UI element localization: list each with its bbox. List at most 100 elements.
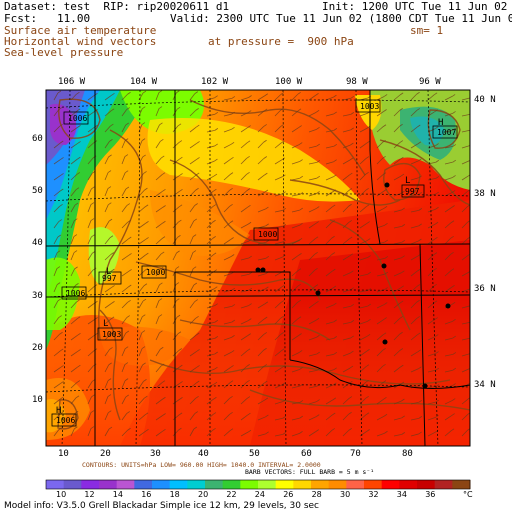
wind-barb-flag xyxy=(142,106,146,110)
wind-barb xyxy=(342,382,350,389)
colorbar-label: 30 xyxy=(340,490,350,499)
wind-barb-flag xyxy=(450,220,455,224)
wind-barb-flag xyxy=(178,412,183,416)
wind-barb-flag xyxy=(452,335,456,339)
wind-barb-flag xyxy=(214,351,218,355)
wind-barb-flag xyxy=(416,299,420,303)
wind-barb-flag xyxy=(91,394,95,398)
wind-barb-flag xyxy=(332,268,336,272)
wind-barb-flag xyxy=(418,238,422,242)
wind-barb xyxy=(274,159,283,165)
wind-barb xyxy=(308,95,316,101)
x-tick: 40 xyxy=(198,449,209,459)
wind-barb-flag xyxy=(195,172,200,176)
wind-barb-flag xyxy=(126,107,130,110)
wind-barb xyxy=(291,402,300,405)
colorbar-swatch xyxy=(328,480,347,489)
wind-barb xyxy=(121,188,127,197)
wind-barb-flag xyxy=(297,299,301,303)
wind-barb-flag xyxy=(314,252,318,255)
wind-barb xyxy=(461,398,469,405)
wind-barb xyxy=(359,240,368,245)
wind-barb xyxy=(155,284,160,293)
pressure-labels: 1006 1006 997 1000 1006 1003 997 1000 10… xyxy=(51,99,458,427)
wind-barb xyxy=(257,318,265,325)
colorbar-swatch xyxy=(134,480,153,489)
wind-barb xyxy=(53,221,60,229)
wind-barb xyxy=(87,350,95,357)
wind-barb xyxy=(104,156,109,165)
wind-barb-flag xyxy=(297,316,302,320)
wind-barb xyxy=(342,255,351,261)
wind-barb xyxy=(240,190,248,197)
wind-barb-flag xyxy=(231,111,235,115)
wind-barb xyxy=(461,254,469,261)
wind-barb-flag xyxy=(316,143,320,147)
wind-barb xyxy=(87,220,92,229)
model-info: Model info: V3.5.0 Grell Blackadar Simpl… xyxy=(4,501,319,511)
wind-barb-flag xyxy=(399,300,404,304)
wind-barb-flag xyxy=(434,334,439,337)
wind-barb-flag xyxy=(212,252,217,256)
wind-barb xyxy=(172,142,180,149)
pressure-level-label: at pressure = 900 hPa xyxy=(208,35,354,48)
wind-barb xyxy=(121,255,129,261)
field-temperature-label: Surface air temperature xyxy=(4,24,157,37)
wind-barb xyxy=(274,176,283,181)
lon-106w: 106 W xyxy=(58,77,86,87)
wind-barb-flag xyxy=(452,352,457,355)
wind-barb-flag xyxy=(350,95,355,99)
wind-barb-flag xyxy=(263,156,268,159)
wind-barb xyxy=(410,225,419,229)
wind-barb-flag xyxy=(382,172,387,175)
wind-barb-flag xyxy=(451,94,456,97)
wind-barb-flag xyxy=(401,224,406,227)
wind-barb xyxy=(189,174,197,181)
wind-barb-flag xyxy=(282,224,287,227)
wind-barb xyxy=(257,241,266,245)
wind-barb-flag xyxy=(124,362,129,365)
wind-barb xyxy=(274,367,282,373)
wind-barb-flag xyxy=(176,298,180,302)
wind-barb-flag xyxy=(434,109,438,112)
wind-barb-flag xyxy=(281,365,285,369)
wind-barb xyxy=(206,160,215,165)
wind-barb xyxy=(223,430,231,437)
wind-barb-flag xyxy=(141,122,146,125)
wind-barb-flag xyxy=(59,203,63,207)
wind-barb xyxy=(189,382,197,389)
wind-barb-flag xyxy=(418,399,423,403)
wind-barb xyxy=(308,416,317,421)
wind-barb-flag xyxy=(367,238,371,241)
wind-barb-flag xyxy=(125,122,130,126)
wind-barb xyxy=(376,304,385,309)
wind-barb xyxy=(104,110,112,117)
wind-barb-flag xyxy=(161,380,166,383)
colorbar-swatch xyxy=(187,480,206,489)
wind-barb-flag xyxy=(265,414,269,418)
wind-barb xyxy=(87,204,92,213)
wind-barb-flag xyxy=(350,127,354,131)
wind-barb xyxy=(172,429,179,437)
wind-barb-flag xyxy=(196,124,200,128)
wind-barb-flag xyxy=(365,188,369,191)
wind-barb xyxy=(274,302,282,309)
wind-barb xyxy=(189,398,196,405)
wind-barb-flag xyxy=(248,95,252,98)
wind-barb-flag xyxy=(248,272,253,275)
wind-barb xyxy=(308,319,317,325)
wind-barb-flag xyxy=(73,250,78,253)
wind-barb xyxy=(104,172,109,181)
wind-barb-flag xyxy=(214,319,219,323)
wind-barb-flag xyxy=(128,236,132,240)
wind-barb-flag xyxy=(196,349,200,352)
wind-barb-flag xyxy=(246,364,250,367)
wind-barb-flag xyxy=(248,255,252,259)
y-tick: 50 xyxy=(32,186,43,196)
wind-barb xyxy=(274,434,283,437)
wind-barb-flag xyxy=(433,300,438,304)
wind-barb xyxy=(393,110,400,117)
lon-102w: 102 W xyxy=(201,77,229,87)
wind-barb-flag xyxy=(435,351,439,354)
wind-barb xyxy=(359,174,366,181)
